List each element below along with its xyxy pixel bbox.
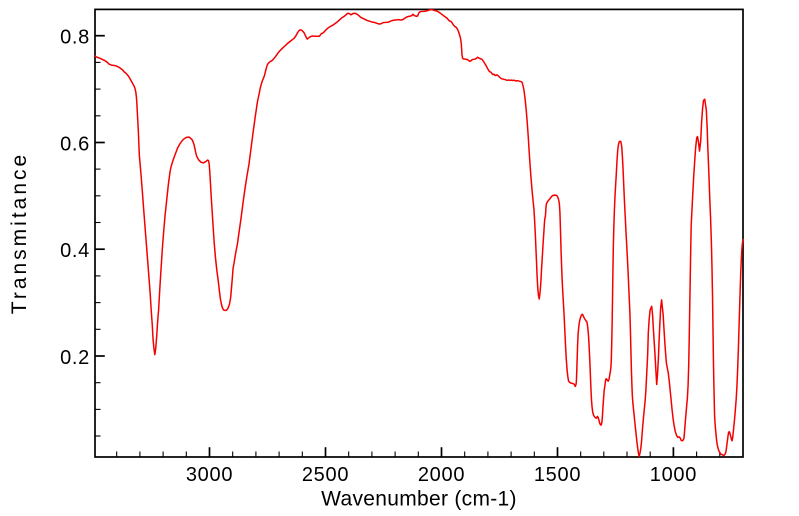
svg-text:1500: 1500 [534, 464, 581, 486]
svg-text:2500: 2500 [302, 464, 349, 486]
svg-text:0.8: 0.8 [60, 27, 90, 49]
svg-text:0.2: 0.2 [60, 347, 90, 369]
svg-text:3000: 3000 [186, 464, 233, 486]
svg-text:2000: 2000 [418, 464, 465, 486]
svg-text:0.4: 0.4 [60, 240, 90, 262]
svg-text:Transmitance: Transmitance [8, 152, 31, 314]
svg-text:Wavenumber (cm-1): Wavenumber (cm-1) [321, 488, 517, 511]
svg-text:0.6: 0.6 [60, 134, 90, 156]
svg-text:1000: 1000 [650, 464, 697, 486]
